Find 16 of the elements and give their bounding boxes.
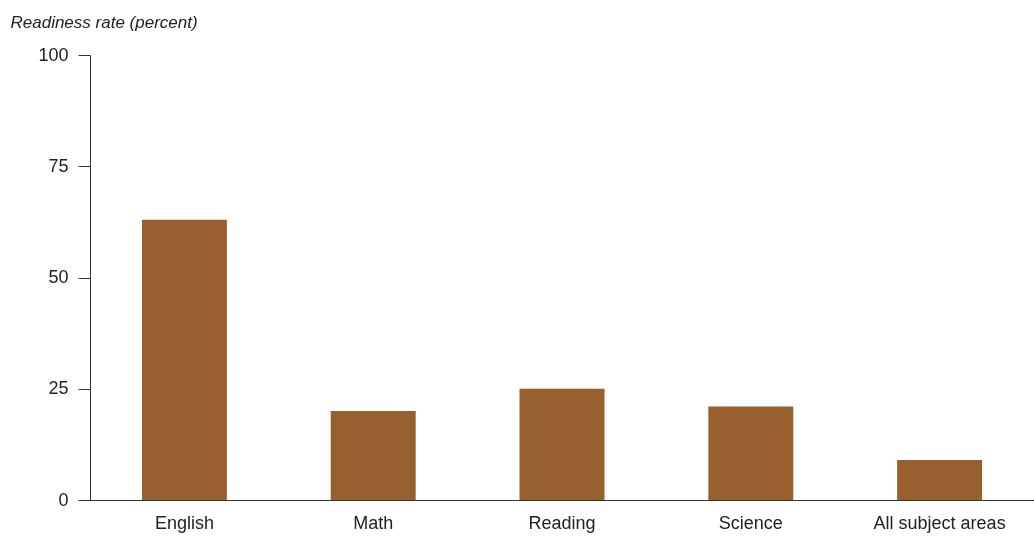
y-tick-label: 75 xyxy=(48,155,69,176)
bar xyxy=(519,388,605,500)
y-tick-label: 25 xyxy=(48,378,69,399)
y-tick-label: 100 xyxy=(38,44,69,65)
x-tick-label: All subject areas xyxy=(873,512,1006,533)
bar xyxy=(708,406,794,500)
bar xyxy=(141,219,227,500)
y-tick-label: 0 xyxy=(58,489,69,510)
x-tick-label: Science xyxy=(718,512,783,533)
x-tick-label: Math xyxy=(353,512,394,533)
bar xyxy=(897,459,983,500)
y-axis-title: Readiness rate (percent) xyxy=(10,12,198,32)
bar xyxy=(330,411,416,500)
x-tick-label: Reading xyxy=(528,512,596,533)
x-tick-label: English xyxy=(154,512,214,533)
y-tick-label: 50 xyxy=(48,267,69,287)
